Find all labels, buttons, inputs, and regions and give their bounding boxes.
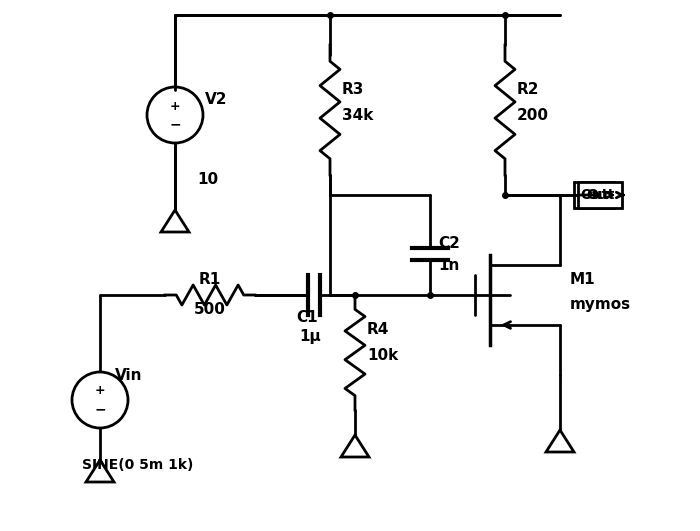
Text: R3: R3 [342, 82, 365, 98]
Text: −: − [169, 117, 181, 131]
Text: +: + [169, 99, 181, 113]
Text: −: − [94, 402, 106, 416]
Text: R4: R4 [367, 322, 389, 338]
Text: 1μ: 1μ [299, 330, 321, 345]
Text: 1n: 1n [438, 258, 459, 272]
Text: mymos: mymos [570, 297, 631, 313]
Text: V2: V2 [205, 92, 228, 107]
FancyBboxPatch shape [578, 182, 622, 208]
Text: Out: Out [586, 188, 614, 202]
Text: 34k: 34k [342, 107, 373, 123]
Text: 10k: 10k [367, 347, 398, 363]
Text: Out: Out [580, 188, 608, 202]
Text: Vin: Vin [115, 367, 143, 382]
FancyBboxPatch shape [574, 182, 614, 208]
Text: R1: R1 [199, 272, 221, 287]
Text: 500: 500 [194, 303, 226, 318]
Text: C1: C1 [296, 311, 318, 326]
Text: C2: C2 [438, 236, 460, 251]
Text: M1: M1 [570, 272, 596, 287]
Text: SINE(0 5m 1k): SINE(0 5m 1k) [82, 458, 193, 472]
Text: R2: R2 [517, 82, 540, 98]
Text: 10: 10 [197, 173, 218, 187]
Text: +: + [94, 384, 105, 398]
Text: 200: 200 [517, 107, 549, 123]
